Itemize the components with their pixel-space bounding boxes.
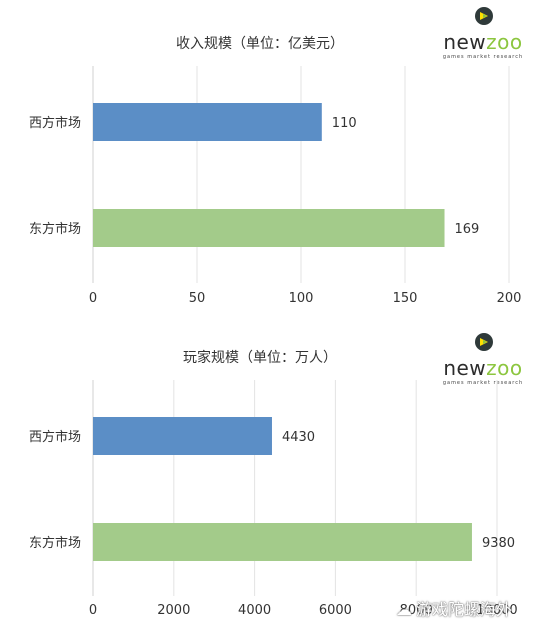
revenue-chart-panel: 收入规模（单位：亿美元） newzoo games market researc… [29, 7, 528, 306]
watermark-text: 游戏陀螺海外 [416, 600, 513, 619]
bar [93, 103, 322, 141]
logo-tagline: games market research [442, 54, 524, 60]
logo-tagline: games market research [442, 380, 524, 386]
players-chart-panel: 玩家规模（单位：万人） newzoo games market research… [0, 320, 551, 634]
players-bar-chart: 0 2000 4000 6000 8000 10000 西方市场 4430 东方市场 9380 [29, 380, 518, 618]
category-label: 西方市场 [29, 429, 81, 445]
newzoo-logo-icon [475, 7, 493, 25]
x-tick-label: 8000 [400, 603, 433, 618]
wechat-icon: ☁ [396, 600, 412, 619]
chart-title: 玩家规模（单位：万人） [183, 350, 337, 366]
data-label: 9380 [482, 536, 515, 551]
x-tick-label: 10000 [476, 603, 517, 618]
bar [93, 417, 272, 455]
newzoo-logo: newzoo games market research [438, 7, 528, 60]
x-tick-label: 0 [89, 603, 97, 618]
revenue-bar-chart: 0 50 100 150 200 西方市场 110 东方市场 169 [29, 66, 522, 306]
bar [93, 209, 445, 247]
chart-title: 收入规模（单位：亿美元） [176, 36, 344, 52]
x-tick-label: 2000 [157, 603, 190, 618]
category-label: 东方市场 [29, 535, 81, 551]
data-label: 110 [332, 116, 357, 131]
newzoo-logo-icon [475, 333, 493, 351]
logo-wordmark: newzoo [443, 30, 523, 54]
data-label: 4430 [282, 430, 315, 445]
x-tick-label: 4000 [238, 603, 271, 618]
newzoo-logo: newzoo games market research [438, 333, 528, 386]
x-tick-label: 6000 [319, 603, 352, 618]
x-tick-label: 100 [289, 291, 314, 306]
logo-wordmark: newzoo [443, 356, 523, 380]
x-tick-label: 0 [89, 291, 97, 306]
category-label: 东方市场 [29, 221, 81, 237]
category-label: 西方市场 [29, 115, 81, 131]
data-label: 169 [455, 222, 480, 237]
x-tick-label: 150 [393, 291, 418, 306]
x-tick-label: 50 [189, 291, 206, 306]
watermark: ☁ 游戏陀螺海外 [396, 596, 512, 620]
bar [93, 523, 472, 561]
x-tick-label: 200 [497, 291, 522, 306]
